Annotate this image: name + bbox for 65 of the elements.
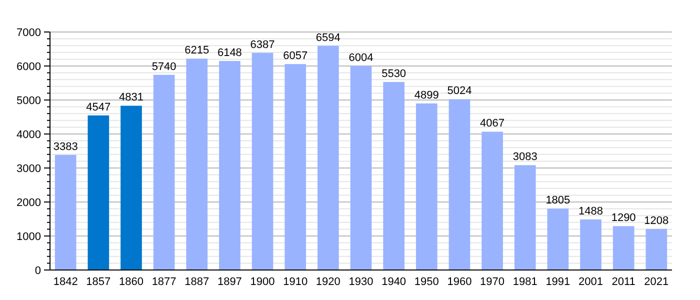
bar [580, 219, 602, 270]
data-label: 5740 [152, 60, 176, 73]
x-tick-label: 2001 [578, 276, 604, 288]
data-label: 3383 [53, 140, 78, 153]
data-label: 1488 [578, 205, 604, 218]
x-tick-label: 1970 [480, 276, 505, 288]
bar [318, 46, 339, 270]
data-label: 6387 [250, 38, 275, 51]
bar [54, 154, 76, 270]
x-tick-label: 1857 [86, 276, 111, 288]
x-tick-label: 1900 [250, 276, 275, 288]
data-label: 1805 [546, 194, 570, 207]
x-tick-label: 1920 [316, 276, 340, 288]
data-label: 4067 [480, 118, 505, 130]
bar [514, 165, 536, 270]
bar [448, 99, 470, 270]
bar [284, 64, 306, 270]
x-tick-label: 1897 [217, 276, 242, 288]
x-tick-label: 2021 [644, 276, 669, 288]
data-label: 5530 [382, 68, 406, 80]
x-tick-label: 1842 [53, 276, 78, 288]
bar [252, 52, 274, 270]
bar [120, 106, 142, 270]
data-label: 6057 [283, 50, 308, 62]
data-label: 6148 [217, 46, 242, 59]
x-tick-label: 1930 [348, 276, 374, 288]
data-label: 4899 [414, 89, 439, 102]
data-label: 1208 [644, 214, 669, 227]
x-tick-label: 1910 [283, 276, 308, 288]
x-tick-label: 1860 [118, 276, 144, 288]
data-label: 1290 [611, 212, 636, 224]
bar [482, 132, 503, 270]
bar [153, 74, 175, 270]
data-label: 4547 [86, 101, 111, 114]
y-tick-label: 4000 [16, 128, 41, 141]
data-label: 5024 [447, 85, 472, 98]
x-tick-label: 1981 [512, 276, 538, 288]
bar [612, 226, 634, 270]
bar [416, 103, 438, 270]
data-label: 6004 [348, 52, 374, 64]
bar [547, 208, 569, 270]
x-tick-label: 1877 [152, 276, 176, 288]
data-label: 6215 [184, 44, 210, 57]
data-label: 3083 [512, 151, 538, 164]
x-tick-label: 1960 [447, 276, 472, 288]
bar [186, 58, 208, 270]
x-tick-label: 1940 [382, 276, 406, 288]
y-tick-label: 1000 [16, 230, 41, 243]
y-tick-label: 7000 [16, 26, 41, 39]
y-tick-label: 3000 [16, 162, 41, 175]
x-tick-label: 2011 [612, 276, 636, 288]
bar [88, 115, 110, 270]
y-tick-label: 5000 [16, 94, 41, 107]
x-tick-label: 1950 [414, 276, 439, 288]
bar [383, 82, 404, 270]
x-tick-label: 1887 [184, 276, 210, 288]
y-tick-label: 0 [34, 264, 41, 277]
y-tick-label: 2000 [16, 196, 41, 209]
bar [646, 228, 668, 270]
bar [350, 66, 372, 270]
data-label: 6594 [316, 32, 340, 44]
data-label: 4831 [118, 92, 144, 104]
bar [219, 60, 240, 270]
y-tick-label: 6000 [16, 60, 41, 73]
x-tick-label: 1991 [546, 276, 570, 288]
